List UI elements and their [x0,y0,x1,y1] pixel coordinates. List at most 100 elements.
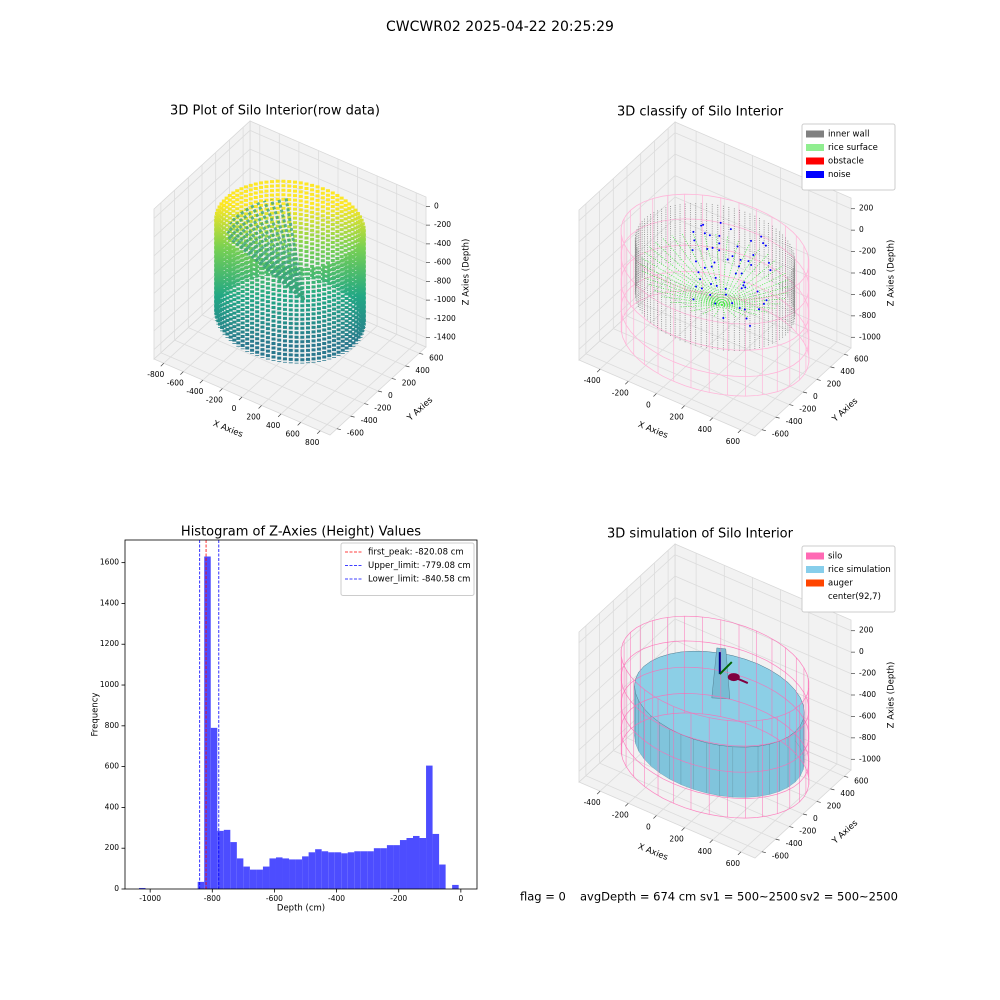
tick-mark [681,827,685,831]
histogram-bar [413,835,420,889]
noise-points [691,249,694,252]
x-tick-label: 400 [698,425,713,434]
tick-mark [816,801,821,803]
x-axis-label: Depth (cm) [277,904,325,914]
legend-swatch [806,566,824,573]
noise-points [700,287,703,290]
footer-sv2: sv2 = 500~2500 [800,890,898,904]
tick-mark [709,839,714,844]
tick-mark [160,362,165,367]
rice-surface-points [721,279,789,306]
tick-mark [419,352,424,355]
noise-points [694,260,697,263]
noise-points [718,249,721,252]
noise-points [757,308,760,311]
grid-line [183,133,280,372]
y-tick-label: 1400 [100,598,119,607]
z-axis-label: Z Axies (Depth) [462,239,472,306]
tick-mark [653,393,657,397]
tick-mark [350,415,355,418]
grid-line [656,155,753,394]
tick-mark [297,422,301,426]
y-tick-label: 0 [813,392,818,401]
histogram-bar [204,556,211,889]
tick-mark [219,388,223,392]
y-tick-label: -600 [347,429,364,438]
y-tick-label: 600 [429,353,444,362]
tick-mark [775,838,780,841]
x-tick-label: -200 [206,396,223,405]
rice-simulation-side [643,708,651,767]
x-tick-label: 600 [726,859,741,868]
rice-surface-points [680,304,722,308]
histogram-bar [406,838,413,889]
noise-points [715,284,718,287]
histogram-bar [393,845,400,889]
histogram-bar [223,829,231,889]
histogram-bar [419,838,427,889]
grid-line [163,125,261,364]
x-tick-label: 400 [698,847,713,856]
legend-label: noise [828,170,851,180]
noise-points [731,255,734,258]
y-tick-label: -400 [786,417,803,426]
noise-points [760,235,763,238]
noise-points [693,239,696,242]
histogram-bar [399,840,407,889]
noise-points [694,285,697,288]
axis-arrow [719,661,733,675]
legend-label: inner wall [828,130,869,140]
rice-surface-points [648,283,722,306]
histogram-bar [452,884,459,889]
x-tick-label: 0 [232,404,237,413]
tick-mark [277,413,282,418]
grid-line [628,143,725,382]
grid-line [578,618,852,708]
noise-points [700,224,703,227]
noise-points [740,272,743,275]
histogram-bar [439,864,446,889]
z-tick-label: -400 [859,690,876,699]
legend-label: Lower_limit: -840.58 cm [368,575,470,585]
x-tick-label: -400 [328,894,345,903]
y-tick-label: 0 [114,884,119,893]
rice-surface-points [702,304,722,315]
z-axis-label: Z Axies (Depth) [887,240,897,307]
z-tick-label: 0 [859,647,864,656]
point-cloud-streak [226,234,305,302]
histogram-bar [341,853,348,889]
x-tick-label: 0 [458,894,463,903]
histogram-bar [236,858,244,889]
y-axis-label: Frequency [91,693,101,737]
noise-points [742,284,745,287]
y-tick-label: -600 [772,430,789,439]
rice-simulation-side [634,685,636,744]
histogram-bar [315,849,322,889]
tick-mark [681,405,685,409]
rice-surface-points [691,304,722,312]
grid-line [153,204,427,294]
noise-points [706,248,709,251]
x-tick-label: -400 [186,387,203,396]
noise-points [703,266,706,269]
noise-points [764,244,767,247]
legend-swatch [806,552,824,560]
y-tick-label: -200 [799,827,816,836]
tick-mark [737,851,742,856]
legend-swatch [806,157,824,165]
z-tick-label: -200 [859,669,876,678]
noise-points [697,271,700,274]
z-tick-label: -1000 [434,295,456,304]
legend-swatch [806,130,824,138]
tick-mark [737,429,742,434]
x-tick-label: 800 [305,438,320,447]
noise-points [738,307,741,310]
histogram-bar [138,887,146,889]
tick-mark [258,405,262,409]
legend-label: rice simulation [828,565,891,575]
x-tick-label: -600 [266,894,283,903]
grid-line [280,175,378,415]
legend-swatch [806,579,824,587]
y-tick-label: -200 [799,405,816,414]
